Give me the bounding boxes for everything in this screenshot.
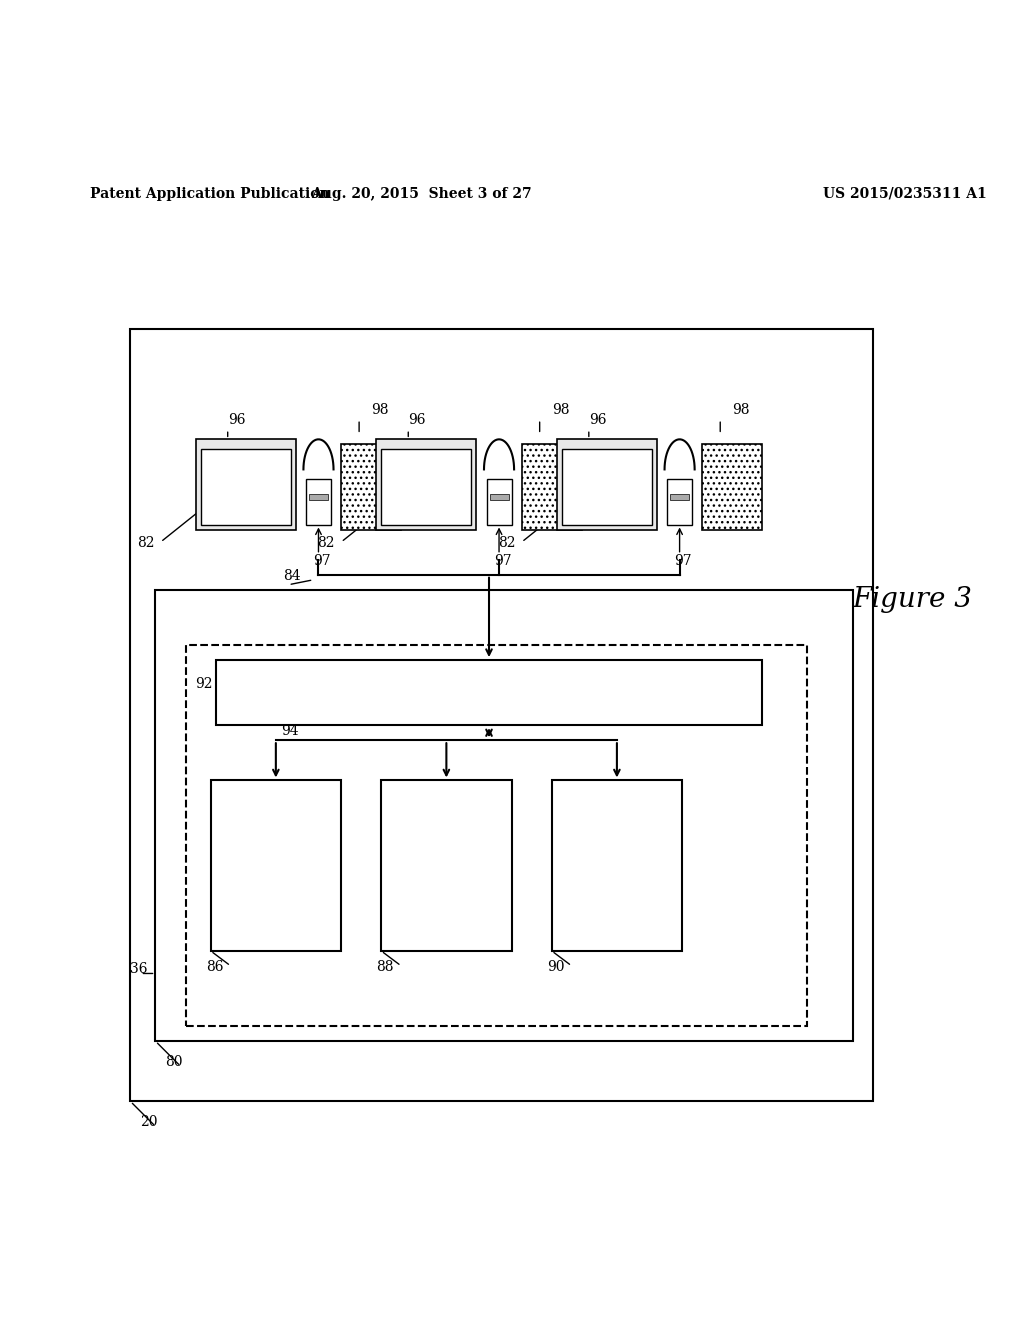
Text: Aug. 20, 2015  Sheet 3 of 27: Aug. 20, 2015 Sheet 3 of 27 (311, 186, 531, 201)
Text: 86: 86 (206, 960, 223, 974)
Text: 96: 96 (227, 413, 245, 428)
Bar (309, 494, 328, 500)
Text: 88: 88 (376, 960, 393, 974)
Bar (702, 445, 762, 529)
Text: 96: 96 (409, 413, 426, 428)
Text: RAM: RAM (596, 857, 638, 874)
Bar (670, 494, 689, 500)
Text: 98: 98 (371, 403, 389, 417)
Text: Patent Application Publication: Patent Application Publication (90, 186, 330, 201)
Text: 92: 92 (196, 677, 213, 690)
Bar (211, 780, 341, 950)
Bar (216, 660, 762, 725)
Text: 82: 82 (136, 536, 155, 550)
Text: 84: 84 (284, 569, 301, 582)
Bar (196, 440, 296, 529)
Bar (341, 445, 401, 529)
Text: 97: 97 (494, 553, 512, 568)
Text: 20: 20 (140, 1115, 158, 1130)
Text: US 2015/0235311 A1: US 2015/0235311 A1 (822, 186, 986, 201)
Text: I/O: I/O (474, 684, 504, 702)
Text: 90: 90 (547, 960, 564, 974)
Bar (156, 590, 853, 1041)
Bar (130, 329, 872, 1101)
Bar (489, 494, 509, 500)
Bar (562, 449, 652, 524)
Text: MEMORY: MEMORY (245, 879, 307, 892)
Bar (486, 479, 512, 524)
Text: 94: 94 (281, 725, 298, 738)
Text: 82: 82 (498, 536, 515, 550)
Text: 97: 97 (313, 553, 331, 568)
Bar (557, 440, 657, 529)
Bar (185, 645, 808, 1026)
Text: PROGRAM: PROGRAM (241, 849, 310, 862)
Text: 97: 97 (675, 553, 692, 568)
Text: 96: 96 (589, 413, 606, 428)
Bar (306, 479, 331, 524)
Text: 80: 80 (166, 1055, 183, 1069)
Text: 36: 36 (130, 962, 147, 977)
Text: 98: 98 (732, 403, 750, 417)
Bar (667, 479, 692, 524)
Text: 82: 82 (317, 536, 335, 550)
Bar (376, 440, 476, 529)
Text: MP: MP (432, 857, 461, 874)
Bar (521, 445, 582, 529)
Text: 98: 98 (552, 403, 569, 417)
Bar (381, 449, 471, 524)
Bar (201, 449, 291, 524)
Bar (381, 780, 512, 950)
Text: Figure 3: Figure 3 (853, 586, 973, 614)
Bar (552, 780, 682, 950)
